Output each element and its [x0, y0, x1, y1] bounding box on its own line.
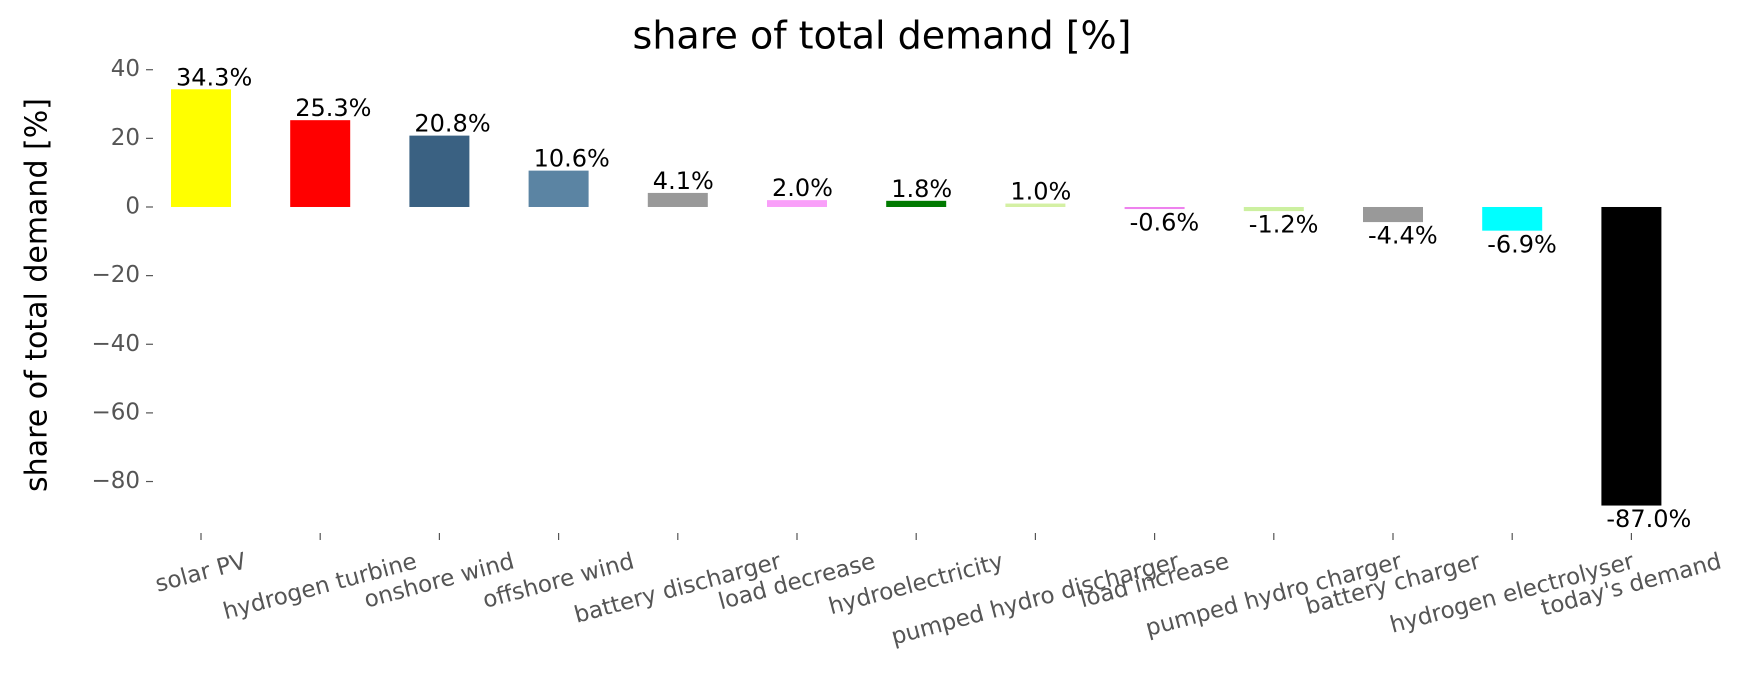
value-label: -6.9%	[1487, 230, 1557, 258]
bar	[1363, 206, 1423, 223]
value-label: 4.1%	[653, 167, 714, 195]
value-label: -1.2%	[1249, 211, 1319, 239]
value-label: 25.3%	[295, 94, 371, 122]
x-tick-label: solar PV	[153, 548, 250, 597]
bar	[171, 89, 231, 207]
value-label: 2.0%	[772, 174, 833, 202]
chart-title: share of total demand [%]	[633, 14, 1132, 58]
bar	[409, 135, 470, 207]
bar	[1601, 206, 1662, 506]
bar	[1005, 203, 1066, 207]
y-axis-label: share of total demand [%]	[20, 98, 55, 492]
value-label: -0.6%	[1130, 209, 1200, 237]
y-tick-label: 20	[111, 125, 140, 151]
bar	[1482, 206, 1543, 231]
bar	[1243, 206, 1304, 212]
x-tick-label: pumped hydro discharger	[889, 548, 1183, 650]
y-tick-label: −60	[91, 399, 140, 425]
y-tick-label: −80	[91, 468, 140, 494]
y-tick-label: 0	[125, 193, 140, 219]
value-label: 1.0%	[1010, 178, 1071, 206]
bar	[528, 170, 589, 207]
value-label: 10.6%	[534, 145, 610, 173]
bar	[886, 200, 947, 207]
value-label: 20.8%	[414, 110, 490, 138]
value-label: -87.0%	[1606, 505, 1691, 533]
bar	[290, 120, 351, 207]
value-label: -4.4%	[1368, 222, 1438, 250]
bar	[647, 192, 708, 207]
y-tick-label: 40	[111, 56, 140, 82]
value-label: 34.3%	[176, 63, 252, 91]
y-tick-label: −20	[91, 262, 140, 288]
value-label: 1.8%	[891, 175, 952, 203]
bar	[767, 200, 827, 207]
y-tick-label: −40	[91, 331, 140, 357]
bar	[1124, 206, 1185, 210]
